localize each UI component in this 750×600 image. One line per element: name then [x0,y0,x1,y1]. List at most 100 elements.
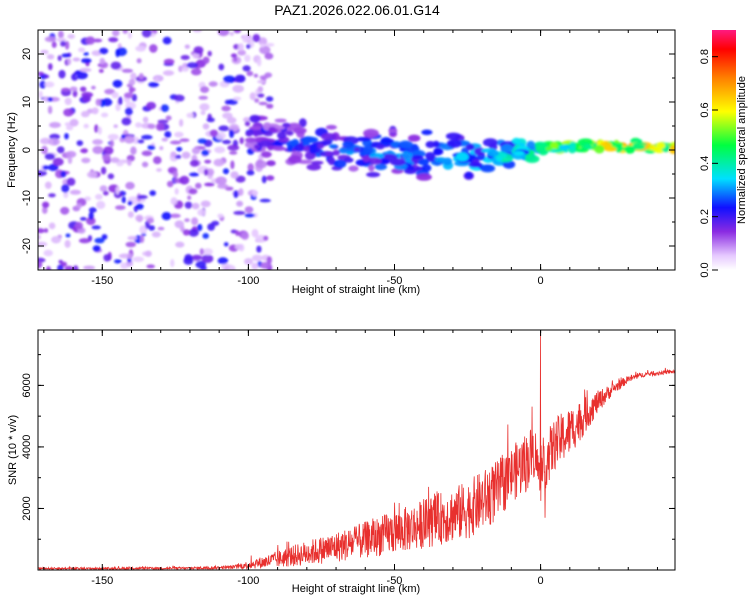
heatmap-cell [184,218,190,223]
heatmap-cell [233,30,241,34]
heatmap-cell [88,207,97,213]
heatmap-cell [96,200,106,210]
heatmap-cell [189,159,200,167]
heatmap-cell [243,117,251,123]
heatmap-cell [222,139,232,145]
heatmap-cell [325,151,333,157]
heatmap-cell [202,56,210,64]
heatmap-cell [512,137,521,145]
heatmap-cell [242,65,251,72]
heatmap-cell [258,37,268,46]
heatmap-cell [64,265,74,270]
heatmap-cell [180,55,190,60]
heatmap-cell [311,160,324,165]
heatmap-cell [173,94,185,102]
heatmap-cell [287,144,294,152]
heatmap-cell [141,150,153,157]
heatmap-cell [179,175,190,185]
heatmap-cell [255,160,267,169]
heatmap-cell [130,146,137,155]
heatmap-cell [78,47,86,53]
heatmap-cell [191,147,201,155]
heatmap-cell [92,146,104,154]
heatmap-cell [44,153,56,160]
heatmap-cell [121,117,132,126]
heatmap-cell [455,152,469,162]
heatmap-cell [183,256,194,265]
heatmap-cell [86,171,98,179]
heatmap-cell [141,161,149,168]
heatmap-cell [332,149,340,156]
heatmap-cell [128,87,136,92]
heatmap-cell [169,213,181,218]
heatmap-cell [252,189,258,197]
spectrogram-x-axis: -150 -100 -50 0 [43,30,658,287]
heatmap-cell [122,30,128,34]
heatmap-cell [38,228,45,234]
heatmap-cell [256,245,262,253]
heatmap-cell [434,157,447,163]
heatmap-cell [398,140,413,149]
heatmap-cell [81,157,91,164]
heatmap-cell [230,171,239,179]
heatmap-cell [67,156,73,164]
heatmap-cell [127,200,133,206]
heatmap-cell [154,77,159,82]
colorbar-tick-label: 0.2 [699,209,711,224]
heatmap-cell [51,41,57,48]
snr-panel: -150 -100 -50 0 2000 4000 6000 Height of stra… [7,329,676,595]
heatmap-cell [139,225,148,234]
heatmap-cell [223,75,236,84]
heatmap-cell [559,144,571,150]
x-tick-label: -150 [91,275,113,287]
heatmap-cell [48,193,56,198]
heatmap-cell [655,142,666,150]
heatmap-cell [146,101,157,110]
heatmap-cell [100,166,107,175]
heatmap-cell [170,259,175,268]
heatmap-cell [266,256,272,264]
snr-y-axis-label: SNR (10 * v/v) [7,415,19,485]
heatmap-cell [389,158,406,166]
heatmap-cell [46,54,55,60]
colorbar-tick-label: 0.4 [699,156,711,171]
heatmap-cell [114,259,122,264]
heatmap-cell [81,110,90,118]
heatmap-cell [65,150,77,158]
heatmap-cell [66,125,74,131]
heatmap-cell [206,117,215,123]
heatmap-cell [141,30,152,38]
heatmap-cell [39,80,47,89]
heatmap-cell [44,228,49,233]
heatmap-cell [363,128,379,138]
heatmap-cell [234,74,246,83]
heatmap-cell [190,68,202,76]
heatmap-cell [257,93,265,98]
heatmap-cell [346,151,354,155]
heatmap-cell [103,146,114,155]
colorbar-tick-label: 0.0 [699,262,711,277]
heatmap-cell [202,248,213,256]
heatmap-cell [163,58,175,65]
heatmap-cell [161,137,168,142]
heatmap-cell [230,160,235,170]
heatmap-cell [244,54,251,62]
heatmap-cell [238,188,244,196]
heatmap-cell [355,136,371,142]
heatmap-cell [209,129,219,137]
heatmap-cell [76,203,83,209]
heatmap-cell [84,196,91,201]
heatmap-cell [293,127,307,134]
heatmap-cell [51,236,62,244]
colorbar-axis: 0.0 0.2 0.4 0.6 0.8 [699,49,718,278]
heatmap-cell [116,161,124,167]
heatmap-cell [40,49,49,55]
y-tick-label: -20 [21,238,33,254]
heatmap-cell [207,50,212,57]
heatmap-cell [277,131,287,139]
heatmap-cell [204,182,215,187]
heatmap-cell [181,151,191,159]
heatmap-cell [46,266,51,270]
heatmap-cell [363,145,374,155]
heatmap-cell [60,40,66,47]
